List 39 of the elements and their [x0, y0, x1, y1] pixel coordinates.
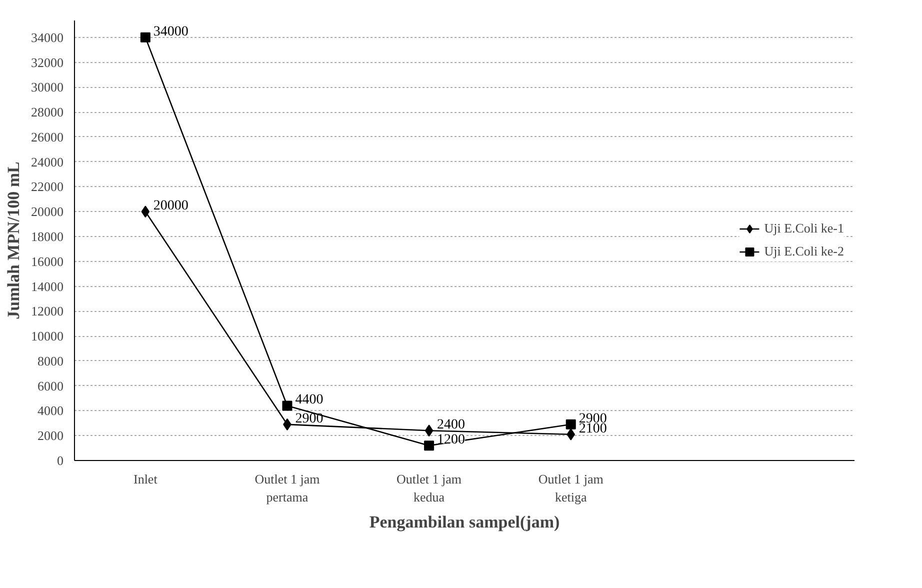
point: [424, 424, 434, 437]
y-tick-label: 24000: [31, 154, 64, 170]
data-label: 2900: [295, 411, 324, 426]
y-axis-title: Jumlah MPN/100 mL: [4, 162, 23, 320]
point: [424, 440, 434, 451]
x-tick-label: Outlet 1 jam pertama: [254, 472, 320, 504]
point: [140, 32, 150, 42]
y-tick-label: 30000: [31, 80, 64, 95]
y-tick-label: 18000: [31, 229, 64, 244]
point: [566, 419, 576, 430]
y-tick-label: 34000: [31, 30, 64, 45]
y-tick-label: 32000: [31, 54, 64, 70]
y-tick-label: 28000: [31, 104, 64, 120]
y-tick-label: 2000: [38, 428, 64, 444]
y-tick-label: 14000: [31, 278, 64, 294]
data-label: 20000: [153, 198, 188, 214]
y-tick-label: 6000: [38, 378, 64, 394]
y-tick-label: 12000: [31, 304, 64, 319]
x-tick-label: Outlet 1 jam ketiga: [538, 472, 604, 504]
y-tick-label: 20000: [31, 204, 64, 220]
point: [282, 400, 292, 411]
point: [141, 206, 150, 218]
legend-label: Uji E.Coli ke-2: [764, 244, 844, 260]
legend-label: Uji E.Coli ke-1: [764, 220, 844, 236]
y-tick-label: 4000: [38, 403, 64, 418]
data-label: 1200: [437, 432, 466, 448]
x-tick-label: Outlet 1 jam kedua: [396, 472, 462, 504]
point: [566, 428, 576, 440]
data-label: 34000: [153, 24, 188, 40]
y-tick-label: 0: [57, 453, 64, 468]
y-tick-label: 22000: [31, 179, 64, 194]
y-tick-label: 8000: [38, 353, 64, 368]
y-tick-label: 10000: [31, 328, 64, 344]
data-label: 4400: [295, 392, 324, 408]
x-axis-title: Pengambilan sampel(jam): [369, 512, 560, 532]
y-tick-label: 26000: [31, 129, 64, 144]
data-label: 2400: [437, 418, 466, 433]
x-tick-label: Inlet: [134, 472, 158, 486]
y-tick-label: 16000: [31, 254, 64, 269]
